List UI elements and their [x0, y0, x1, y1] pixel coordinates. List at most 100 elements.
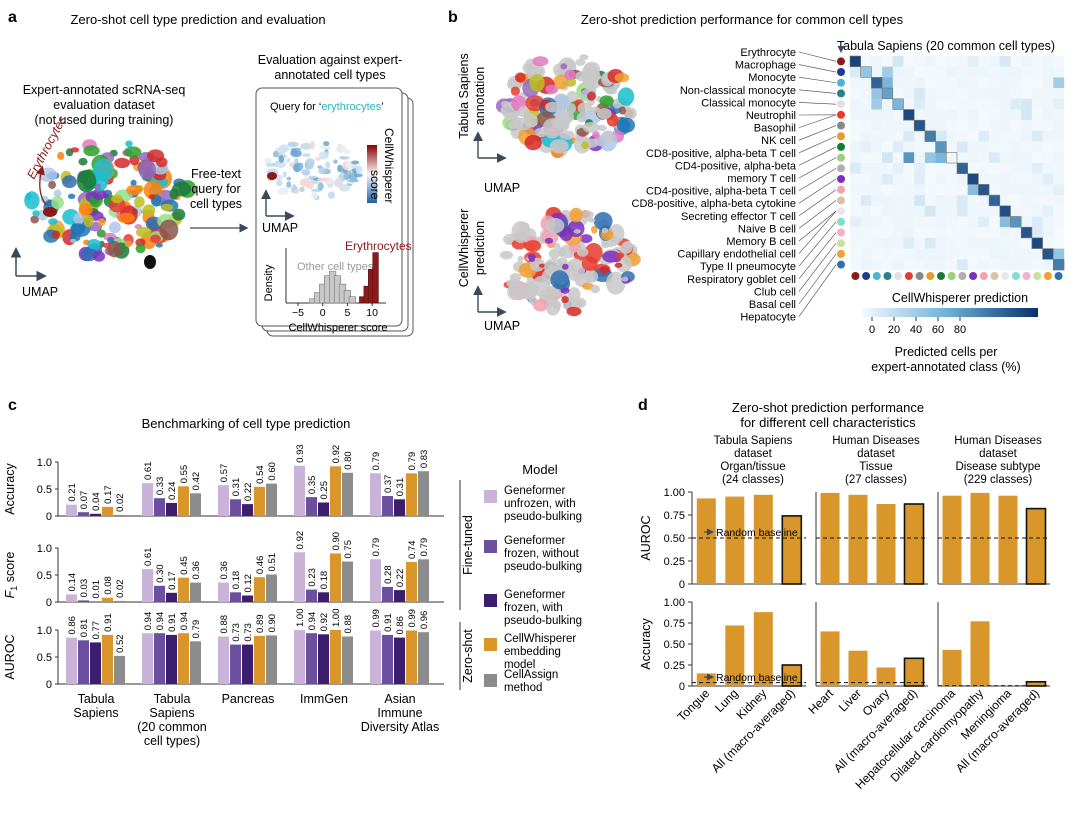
- d-col-head: Human Diseases: [832, 435, 920, 447]
- erythrocyte-cluster: [43, 207, 57, 217]
- heatmap-cell: [1010, 184, 1022, 196]
- row-color-dot: [837, 217, 845, 226]
- umap-blob: [83, 145, 100, 157]
- heatmap-cell: [978, 77, 990, 89]
- c-bar: [266, 483, 277, 516]
- umap-blob: [614, 73, 630, 83]
- umap-blob: [529, 74, 545, 92]
- heatmap-cell: [871, 66, 883, 78]
- dataset-line-1: Expert-annotated scRNA-seq: [23, 83, 186, 97]
- c-bar-label: 0.17: [167, 571, 178, 590]
- umap-blob: [545, 84, 559, 95]
- col-color-dot: [947, 272, 956, 280]
- score-blob: [305, 181, 314, 189]
- heatmap-cell: [882, 88, 893, 99]
- heatmap-cell: [882, 237, 893, 249]
- heatmap-cell: [914, 66, 926, 78]
- cell-type-leader: [798, 210, 837, 242]
- heatmap-cell: [978, 88, 990, 99]
- c-bar: [406, 473, 417, 516]
- heatmap-cell: [1031, 259, 1043, 271]
- heatmap-cell: [989, 66, 1000, 78]
- score-blob: [266, 162, 273, 168]
- c-bar: [242, 504, 253, 516]
- heatmap-cell: [1042, 237, 1054, 249]
- heatmap-cell: [850, 195, 861, 206]
- heatmap-cell: [1042, 227, 1054, 239]
- heatmap-cell: [989, 88, 1000, 99]
- heatmap-cell: [935, 163, 947, 174]
- umap-blob: [527, 253, 536, 260]
- heatmap-cell: [946, 216, 958, 228]
- cell-type-leader: [798, 135, 837, 154]
- umap-blob: [524, 113, 538, 128]
- umap-blob: [600, 241, 610, 249]
- hist-other-label: Other cell types: [297, 261, 374, 273]
- panel-a-letter: a: [8, 9, 17, 26]
- panel-b-title: Zero-shot prediction performance for com…: [581, 12, 904, 27]
- c-bar-label: 0.79: [407, 452, 418, 471]
- dataset-line-2: evaluation dataset: [53, 98, 155, 112]
- heatmap-cell: [989, 205, 1000, 217]
- d-bar: [753, 612, 773, 686]
- d-bar: [942, 649, 962, 686]
- heatmap-cell: [1031, 152, 1043, 164]
- panel-b-letter: b: [448, 9, 458, 26]
- row-color-dot: [837, 78, 845, 87]
- heatmap-cell: [914, 152, 926, 164]
- heatmap-cell: [946, 205, 958, 217]
- heatmap-cell: [860, 248, 872, 260]
- c-bar-label: 0.35: [307, 476, 318, 495]
- c-bar-label: 0.01: [91, 580, 102, 599]
- heatmap-cell: [957, 248, 968, 260]
- heatmap-cell: [871, 98, 883, 110]
- row-color-dot: [837, 239, 845, 248]
- c-bar-label: 0.28: [383, 565, 394, 584]
- d-category-label: Heart: [805, 686, 836, 717]
- c-bar: [382, 586, 393, 602]
- heatmap-cell: [914, 205, 926, 217]
- umap-blob: [126, 184, 143, 196]
- heatmap-cell: [871, 195, 883, 206]
- umap-blob: [603, 131, 614, 144]
- heatmap-diagonal-outline: [1042, 248, 1054, 260]
- score-blob: [277, 187, 289, 195]
- heatmap-cell: [860, 205, 872, 217]
- c-bar-label: 0.94: [155, 612, 166, 631]
- c-group-label: Tabula: [78, 692, 115, 706]
- heatmap-cell: [1021, 237, 1033, 249]
- eval-title-line-2: annotated cell types: [274, 68, 385, 82]
- d-col-head: Tabula Sapiens: [714, 435, 793, 447]
- heatmap-cell: [914, 227, 926, 239]
- c-row-label: Accuracy: [3, 463, 17, 515]
- heatmap-cell: [924, 227, 936, 239]
- score-histogram: Density CellWhisperer score Other cell typ…: [263, 239, 412, 334]
- heatmap-cell: [924, 152, 936, 164]
- c-bar: [306, 589, 317, 602]
- umap-blob: [577, 102, 593, 114]
- c-bar-label: 0.93: [295, 444, 306, 463]
- colorbar-tick-label: 60: [932, 324, 944, 336]
- heatmap-cell: [1053, 56, 1065, 67]
- heatmap-cell: [1010, 227, 1022, 239]
- heatmap-cell: [882, 141, 893, 153]
- legend-title: Model: [522, 462, 558, 477]
- umap-blob: [560, 63, 568, 70]
- heatmap-cell: [1021, 56, 1033, 67]
- heatmap-cell: [892, 109, 904, 121]
- umap-blob: [605, 271, 626, 295]
- c-bar-label: 0.14: [67, 573, 78, 592]
- legend-label: pseudo-bulking: [504, 561, 582, 573]
- c-bar-label: 0.36: [219, 561, 230, 580]
- heatmap-cell: [1053, 227, 1065, 239]
- heatmap-cell: [957, 88, 968, 99]
- heatmap-cell: [924, 130, 936, 142]
- cell-type-label: Type II pneumocyte: [700, 261, 796, 273]
- umap-blob: [623, 107, 637, 120]
- col-color-dot: [904, 272, 913, 280]
- heatmap-cell: [860, 259, 872, 271]
- row-color-dot: [837, 110, 845, 119]
- heatmap-cell: [903, 195, 915, 206]
- d-col-head: Human Diseases: [954, 435, 1042, 447]
- d-bar: [848, 494, 868, 584]
